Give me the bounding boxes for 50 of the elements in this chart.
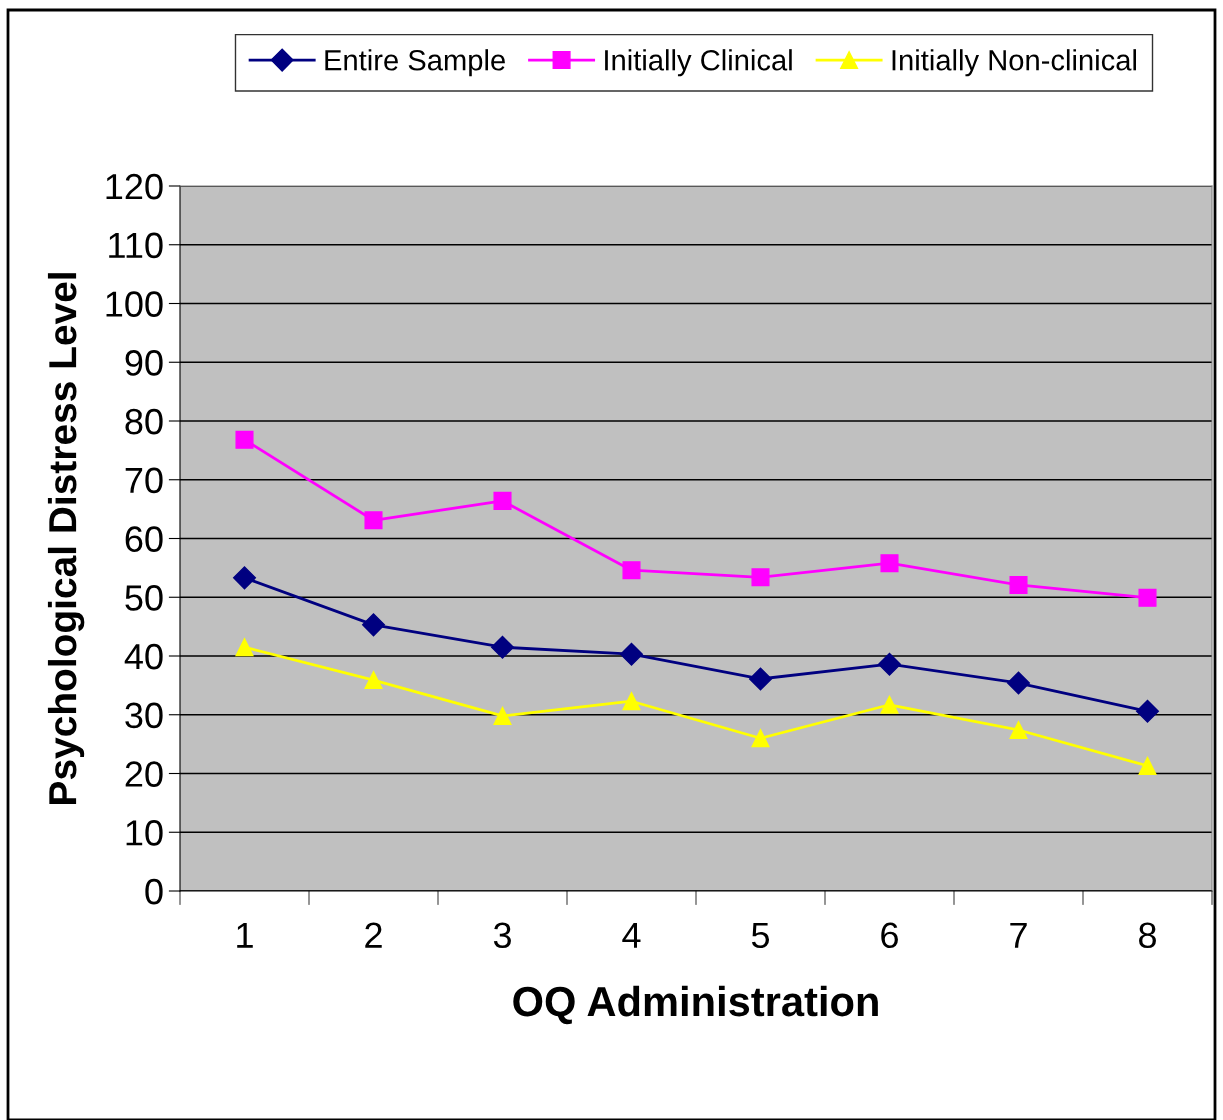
- x-tick-label: 4: [622, 922, 641, 948]
- point: [1007, 671, 1030, 695]
- x-tick-label: 5: [751, 922, 770, 949]
- y-tick-label: 90: [125, 350, 163, 376]
- point: [1138, 756, 1157, 775]
- x-tick-label: 2: [365, 922, 382, 948]
- y-tick-label: 110: [109, 232, 163, 259]
- y-tick-label: 0: [145, 878, 163, 905]
- point: [233, 566, 256, 590]
- y-tick-label: 70: [125, 467, 163, 494]
- point: [362, 613, 385, 637]
- x-axis-title: OQ Administration: [513, 985, 878, 1025]
- x-tick-label: 6: [881, 922, 898, 949]
- point: [493, 491, 512, 510]
- x-tick-label: 1: [237, 922, 253, 948]
- point: [880, 554, 899, 573]
- x-tick-label: 7: [1010, 922, 1027, 948]
- y-tick-label: 100: [106, 291, 163, 317]
- y-tick-label: 120: [106, 173, 163, 200]
- legend-label: Entire Sample: [325, 49, 505, 77]
- point: [364, 511, 383, 530]
- legend-label: Initially Non-clinical: [892, 49, 1136, 77]
- point: [878, 652, 901, 676]
- point: [493, 706, 512, 725]
- legend-label: Initially Clinical: [605, 49, 792, 77]
- y-tick-label: 50: [125, 585, 163, 611]
- y-axis-title: Psychological Distress Level: [47, 273, 85, 804]
- point: [1009, 575, 1028, 594]
- point: [491, 635, 514, 659]
- y-tick-label: 10: [126, 820, 163, 846]
- y-tick-label: 80: [125, 408, 163, 435]
- point: [749, 667, 772, 691]
- point: [364, 671, 383, 690]
- point: [622, 692, 641, 711]
- point: [235, 638, 254, 657]
- point: [751, 729, 770, 748]
- x-tick-label: 3: [493, 922, 511, 949]
- point: [880, 695, 899, 714]
- point: [622, 561, 641, 580]
- point: [751, 568, 770, 587]
- point: [1136, 699, 1159, 723]
- point: [235, 430, 254, 449]
- y-tick-label: 20: [125, 761, 163, 787]
- y-tick-label: 30: [125, 702, 163, 729]
- x-tick-label: 8: [1139, 922, 1156, 949]
- point: [1138, 588, 1157, 607]
- y-tick-label: 40: [124, 643, 163, 670]
- point: [620, 642, 643, 666]
- point: [1009, 720, 1028, 740]
- y-tick-label: 60: [125, 526, 163, 552]
